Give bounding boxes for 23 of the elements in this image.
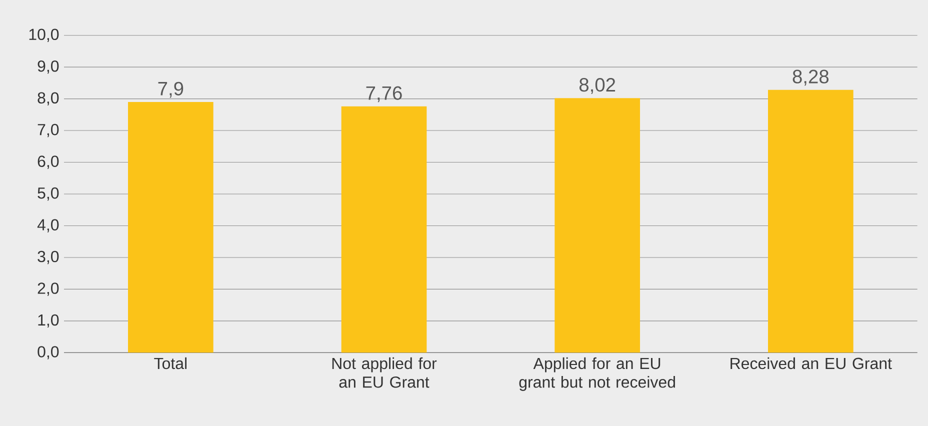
x-tick-label: Total [154,357,187,370]
x-tick-label: Not applied for an EU Grant [332,357,437,388]
y-tick-label: 1,0 [38,314,59,328]
y-tick-label: 6,0 [38,156,59,169]
y-tick-label: 10,0 [29,28,59,42]
y-tick-label: 8,0 [38,92,59,106]
data-label: 7,76 [366,86,402,102]
y-tick-label: 5,0 [38,187,59,201]
y-tick-label: 3,0 [38,250,59,264]
y-tick-label: 4,0 [37,219,59,232]
bar [341,106,427,353]
y-tick-label: 2,0 [38,282,59,296]
bar [554,98,640,353]
y-tick-label: 7,0 [38,124,59,138]
bar [768,90,854,353]
data-label: 8,02 [579,78,616,94]
x-tick-label: Applied for an EU grant but not received [519,357,675,391]
y-tick-label: 9,0 [38,60,59,74]
data-label: 8,28 [792,70,829,86]
x-tick-label: Received an EU Grant [730,357,892,370]
y-tick-label: 0,0 [38,346,59,360]
bar [128,102,214,353]
data-label: 7,9 [158,82,184,98]
